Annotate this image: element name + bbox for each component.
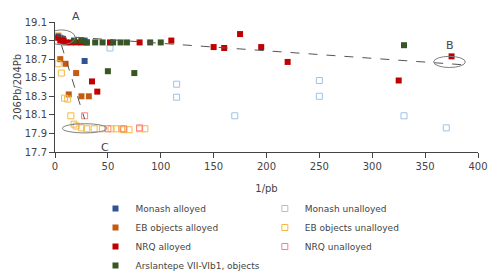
svg-text:50: 50: [102, 161, 115, 172]
svg-text:350: 350: [416, 161, 435, 172]
svg-text:Arslantepe VII-VIb1, objects: Arslantepe VII-VIb1, objects: [136, 261, 260, 271]
svg-text:18.3: 18.3: [25, 91, 47, 102]
svg-text:EB objects alloyed: EB objects alloyed: [136, 223, 219, 233]
svg-text:18.5: 18.5: [25, 72, 47, 83]
svg-text:18.7: 18.7: [25, 54, 47, 65]
svg-text:NRQ alloyed: NRQ alloyed: [136, 242, 192, 252]
svg-text:250: 250: [310, 161, 329, 172]
svg-text:19.1: 19.1: [25, 17, 47, 28]
svg-text:18.9: 18.9: [25, 35, 47, 46]
svg-text:Monash unalloyed: Monash unalloyed: [305, 204, 387, 214]
svg-text:EB objects unalloyed: EB objects unalloyed: [305, 223, 399, 233]
svg-text:206Pb/204Pb: 206Pb/204Pb: [12, 54, 23, 120]
svg-text:17.9: 17.9: [25, 128, 47, 139]
svg-text:NRQ unalloyed: NRQ unalloyed: [305, 242, 372, 252]
svg-text:200: 200: [257, 161, 276, 172]
svg-text:100: 100: [151, 161, 170, 172]
svg-text:18.1: 18.1: [25, 109, 47, 120]
svg-text:C: C: [101, 141, 109, 154]
svg-text:400: 400: [468, 161, 487, 172]
svg-text:17.7: 17.7: [25, 147, 47, 158]
svg-text:B: B: [446, 39, 454, 52]
svg-text:0: 0: [52, 161, 58, 172]
svg-text:Monash alloyed: Monash alloyed: [136, 204, 206, 214]
svg-text:A: A: [72, 10, 80, 23]
svg-text:1/pb: 1/pb: [255, 183, 277, 194]
svg-text:300: 300: [363, 161, 382, 172]
svg-text:150: 150: [204, 161, 223, 172]
